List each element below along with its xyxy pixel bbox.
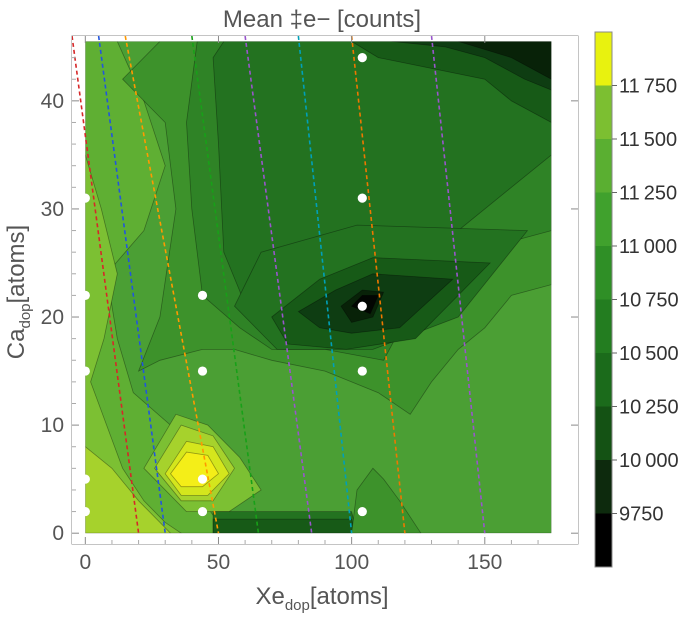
y-axis-title-sub: dop xyxy=(17,303,34,328)
sample-point xyxy=(357,193,367,203)
x-axis-title-main: Xe xyxy=(255,583,284,610)
guide-line xyxy=(124,36,220,534)
sample-point xyxy=(80,474,90,484)
colorbar-band xyxy=(595,513,612,567)
colorbar-label: 10 500 xyxy=(619,343,679,365)
contour-layer xyxy=(72,36,578,544)
colorbar-band xyxy=(595,299,612,353)
colorbar-label: 9750 xyxy=(619,504,664,526)
guide-line xyxy=(430,36,486,534)
sample-point xyxy=(197,290,208,301)
x-tick-label: 150 xyxy=(467,551,502,574)
plot-padding-bottom xyxy=(72,533,578,544)
colorbar-label: 11 000 xyxy=(619,236,677,258)
colorbar-band xyxy=(595,32,612,86)
y-tick-label: 30 xyxy=(41,198,64,221)
x-tick-label: 0 xyxy=(79,551,91,574)
colorbar-band xyxy=(595,246,612,300)
colorbar-band xyxy=(595,460,612,514)
sample-point xyxy=(197,506,208,517)
colorbar-label: 11 750 xyxy=(619,76,677,98)
sample-point xyxy=(357,301,367,311)
sample-point xyxy=(357,53,367,63)
contour-region xyxy=(212,518,355,534)
colorbar-band xyxy=(595,85,612,139)
chart-title: Mean ‡e− [counts] xyxy=(223,6,421,33)
colorbar-label: 11 250 xyxy=(619,183,677,205)
colorbar-label: 10 250 xyxy=(619,397,679,419)
guide-line xyxy=(350,36,406,534)
sample-points xyxy=(80,53,367,517)
y-tick-label: 40 xyxy=(41,90,64,113)
y-tick-label: 20 xyxy=(41,306,64,329)
x-axis-title: Xedop[atoms] xyxy=(255,583,388,614)
sample-point xyxy=(357,506,367,517)
colorbar-band xyxy=(595,192,612,246)
x-axis-title-sub: dop xyxy=(285,597,310,614)
y-tick-label: 0 xyxy=(52,522,64,545)
colorbar-label: 10 000 xyxy=(619,450,679,472)
y-axis-title: Cadop[atoms] xyxy=(3,225,34,359)
x-axis-title-unit: [atoms] xyxy=(310,583,389,610)
colorbar-band xyxy=(595,406,612,460)
plot-padding-right xyxy=(551,36,578,544)
sample-point xyxy=(80,366,90,376)
guide-line xyxy=(297,36,353,534)
y-axis-title-main: Ca xyxy=(3,328,30,359)
x-tick-label: 100 xyxy=(334,551,369,574)
sample-point xyxy=(80,506,90,517)
sample-point xyxy=(357,366,367,376)
sample-point xyxy=(80,290,90,301)
colorbar-label: 11 500 xyxy=(619,129,677,151)
sample-point xyxy=(197,366,208,376)
sample-point xyxy=(197,474,208,484)
colorbar-label: 10 750 xyxy=(619,290,679,312)
axes: 0 50 100 150 0 10 20 30 40 xyxy=(41,36,578,574)
colorbar: 9750 10 000 10 250 10 500 10 750 11 000 11 250… xyxy=(594,31,679,568)
colorbar-band xyxy=(595,139,612,193)
y-tick-label: 10 xyxy=(41,414,64,437)
sample-point xyxy=(80,193,90,203)
plot-padding-top xyxy=(72,36,578,42)
plot-padding-left xyxy=(72,36,86,544)
x-tick-label: 50 xyxy=(207,551,230,574)
guide-lines xyxy=(72,36,486,534)
colorbar-band xyxy=(595,353,612,407)
y-axis-title-unit: [atoms] xyxy=(3,225,30,304)
